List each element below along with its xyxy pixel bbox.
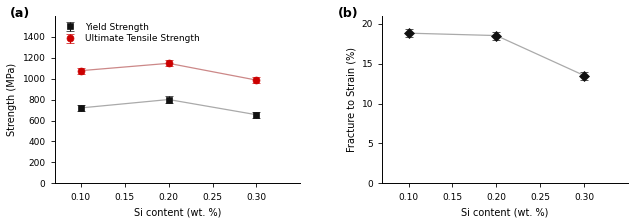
X-axis label: Si content (wt. %): Si content (wt. %) xyxy=(134,207,221,217)
Legend: Yield Strength, Ultimate Tensile Strength: Yield Strength, Ultimate Tensile Strengt… xyxy=(59,20,203,46)
X-axis label: Si content (wt. %): Si content (wt. %) xyxy=(462,207,549,217)
Y-axis label: Strength (MPa): Strength (MPa) xyxy=(7,63,17,136)
Text: (a): (a) xyxy=(10,7,30,20)
Y-axis label: Fracture to Strain (%): Fracture to Strain (%) xyxy=(346,47,356,152)
Text: (b): (b) xyxy=(338,7,359,20)
